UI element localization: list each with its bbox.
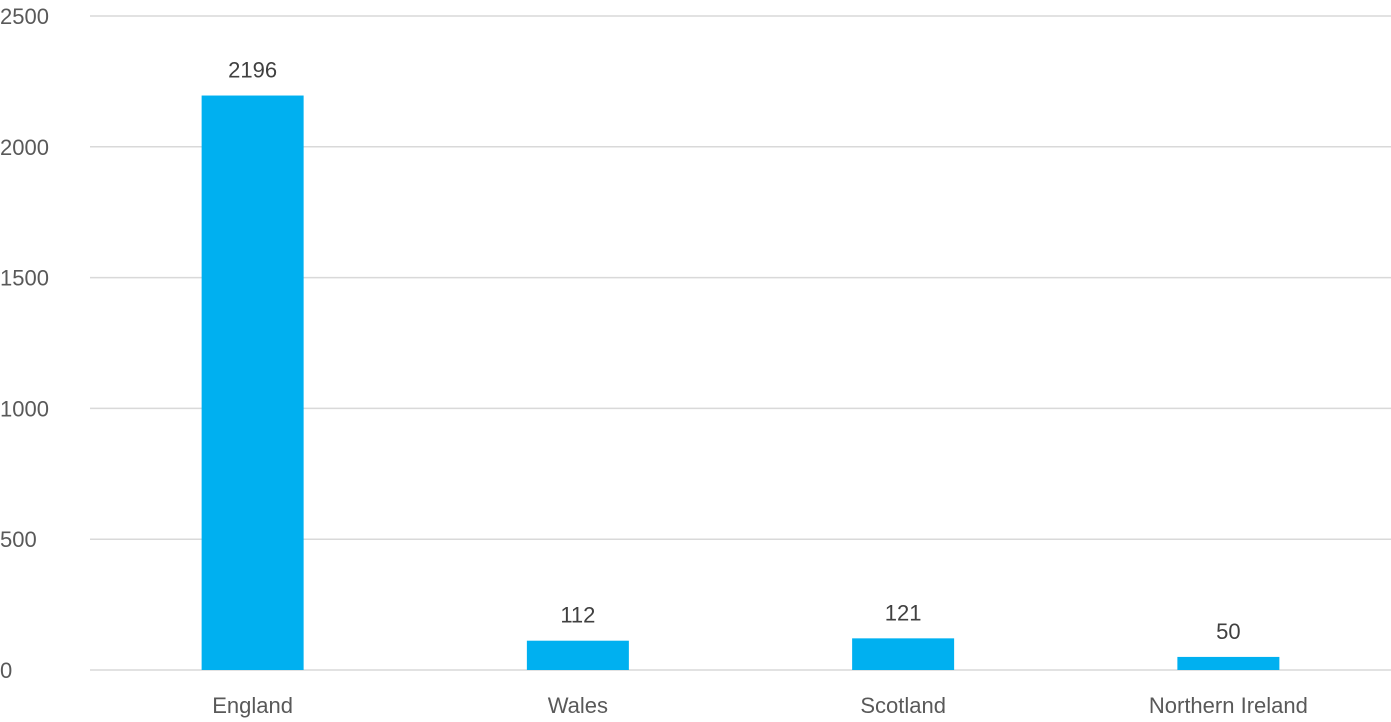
- gridlines: [90, 15, 1391, 671]
- bar-wales: [526, 640, 629, 670]
- data-label: 112: [560, 603, 595, 628]
- category-label: England: [212, 693, 293, 718]
- y-tick-label: 2000: [0, 135, 49, 160]
- y-tick-label: 1000: [0, 396, 49, 421]
- data-label: 2196: [228, 58, 277, 83]
- y-tick-label: 2500: [0, 4, 49, 29]
- data-label: 50: [1216, 619, 1240, 644]
- bar-scotland: [852, 638, 955, 670]
- data-label: 121: [885, 600, 922, 625]
- x-axis-category-labels: England Wales Scotland Northern Ireland: [212, 693, 1308, 718]
- y-tick-label: 0: [0, 658, 12, 683]
- bar-northern-ireland: [1177, 656, 1280, 670]
- data-labels: 2196 112 121 50: [228, 58, 1240, 644]
- y-tick-label: 1500: [0, 266, 49, 291]
- y-axis-tick-labels: 0 500 1000 1500 2000 2500: [0, 4, 49, 683]
- bars: [201, 95, 1280, 671]
- category-label: Northern Ireland: [1149, 693, 1308, 718]
- category-label: Wales: [548, 693, 608, 718]
- bar-england: [201, 95, 304, 671]
- category-label: Scotland: [860, 693, 946, 718]
- y-tick-label: 500: [0, 527, 37, 552]
